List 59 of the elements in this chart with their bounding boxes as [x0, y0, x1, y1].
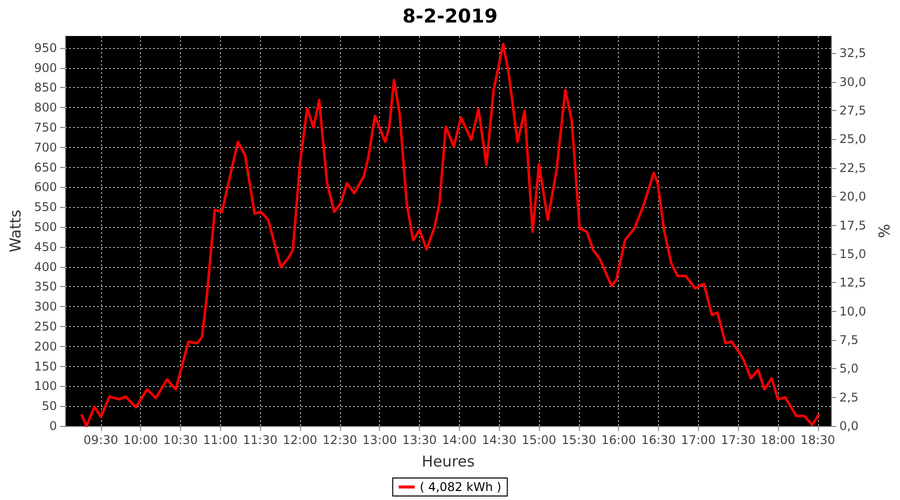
y-tick-label: 750 [34, 120, 57, 135]
x-tick-label: 17:00 [681, 433, 716, 447]
x-tick-label: 10:00 [123, 433, 158, 447]
x-tick-label: 16:00 [601, 433, 636, 447]
x-tick-label: 10:30 [163, 433, 198, 447]
x-tick-label: 18:00 [760, 433, 796, 447]
y2-tick-label: 22,5 [839, 160, 866, 175]
line-series [80, 42, 820, 428]
y-tick-label: 800 [34, 100, 57, 115]
y-tick-label: 400 [34, 260, 57, 274]
y-tick-label: 300 [34, 300, 57, 314]
y-tick-label: 500 [34, 220, 57, 234]
y2-tick-label: 25,0 [839, 132, 866, 146]
y-tick-label: 250 [34, 320, 57, 334]
x-tick-label: 13:30 [402, 433, 437, 447]
y2-tick-label: 17,5 [839, 218, 866, 232]
x-tick-label: 17:30 [720, 433, 756, 447]
x-tick-label: 16:30 [641, 433, 676, 447]
legend-label: ( 4,082 kWh ) [420, 480, 502, 494]
y-tick-label: 150 [34, 359, 57, 374]
x-tick-label: 15:00 [522, 433, 556, 447]
y2-tick-label: 2,5 [839, 390, 858, 404]
y-tick-label: 950 [34, 40, 57, 55]
y-tick-label: 450 [34, 240, 57, 254]
x-tick-label: 12:00 [282, 433, 318, 447]
x-tick-label: 18:30 [800, 433, 836, 447]
y-axis-title: Watts [6, 210, 24, 252]
y-tick-label: 200 [34, 339, 57, 354]
y2-tick-label: 7,5 [839, 332, 858, 347]
y2-tick-label: 0,0 [839, 419, 858, 433]
y2-tick-label: 30,0 [839, 74, 866, 89]
y-tick-label: 900 [34, 60, 57, 75]
y2-tick-label: 20,0 [839, 190, 866, 204]
y-tick-label: 600 [34, 180, 57, 194]
y-tick-label: 350 [34, 280, 57, 294]
x-tick-label: 15:30 [562, 433, 596, 447]
x-tick-label: 11:00 [203, 433, 238, 447]
y2-tick-label: 15,0 [839, 246, 866, 261]
y-tick-label: 550 [34, 200, 57, 214]
y-tick-label: 650 [34, 160, 57, 174]
y2-tick-label: 12,5 [839, 276, 866, 290]
x-axis-title: Heures [422, 452, 475, 470]
chart-title: 8-2-2019 [402, 6, 498, 28]
x-tick-label: 13:00 [362, 433, 397, 447]
y-tick-label: 0 [49, 419, 57, 433]
y-tick-label: 100 [34, 379, 57, 394]
y-tick-label: 700 [34, 140, 57, 154]
x-tick-label: 14:00 [442, 433, 477, 447]
y2-tick-label: 10,0 [839, 304, 866, 318]
y-tick-label: 850 [34, 80, 57, 95]
y-tick-label: 50 [42, 399, 57, 414]
y2-axis-title: % [876, 224, 894, 238]
x-tick-label: 09:30 [84, 433, 118, 447]
x-tick-label: 11:30 [242, 433, 278, 447]
y2-tick-label: 5,0 [839, 362, 858, 376]
x-tick-label: 14:30 [482, 433, 516, 447]
x-tick-label: 12:30 [322, 433, 358, 447]
y2-tick-label: 32,5 [839, 46, 866, 60]
y2-tick-label: 27,5 [839, 104, 866, 118]
